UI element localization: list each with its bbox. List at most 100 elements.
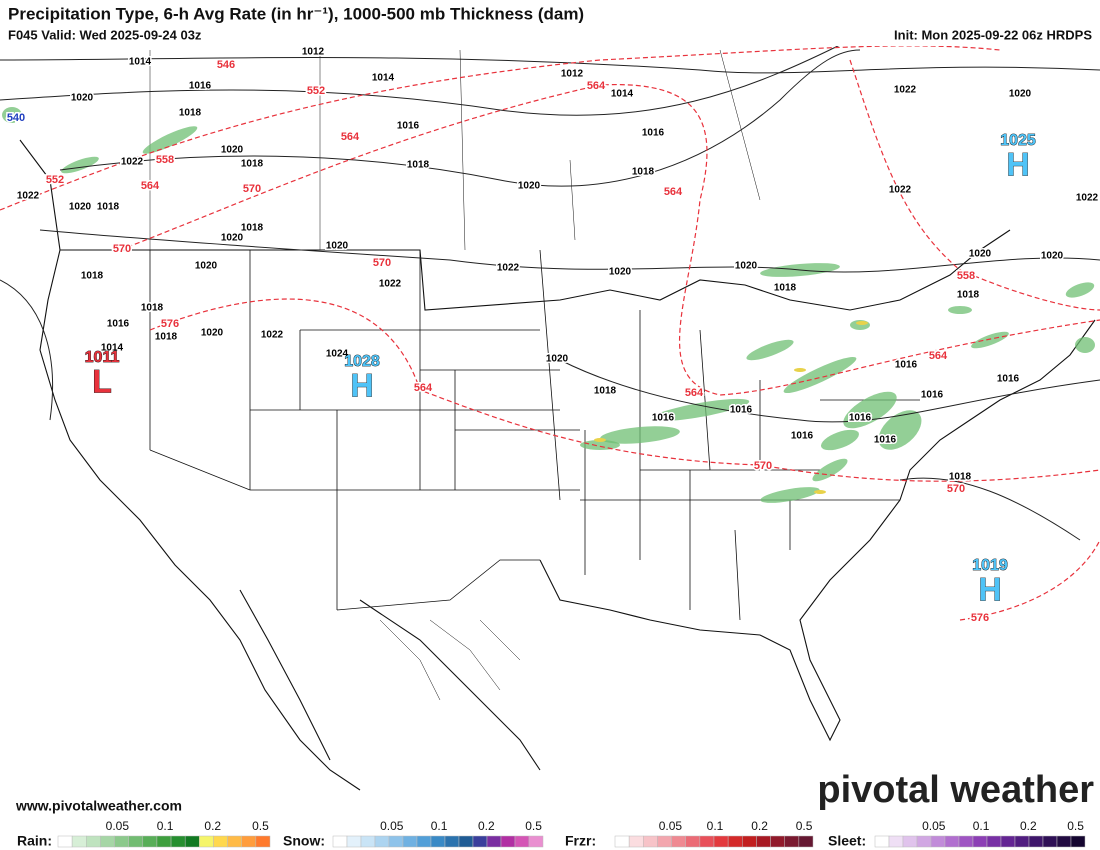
legend-swatch: [1028, 835, 1044, 848]
legend-swatch: [742, 835, 757, 848]
isobar-line: [559, 359, 1100, 423]
legend-tick: 0.05: [922, 819, 946, 833]
legend-label: Sleet:: [828, 833, 866, 849]
thickness-label: 558: [957, 270, 975, 282]
thickness-label: 570: [947, 483, 965, 495]
legend-swatch: [902, 835, 918, 848]
thickness-lines: [0, 45, 1100, 621]
legend-swatch: [346, 835, 362, 848]
isobar-label: 1016: [730, 405, 753, 416]
legend-swatch: [713, 835, 729, 848]
pressure-symbol: L: [92, 363, 112, 399]
precip-area: [783, 356, 857, 394]
legend-swatch: [71, 835, 87, 848]
isobar-label: 1018: [594, 386, 617, 397]
legend-swatch: [657, 835, 672, 848]
legend-swatch: [930, 835, 946, 848]
isobar-label: 1014: [372, 73, 395, 84]
isobar-label: 1022: [121, 157, 144, 168]
isobar-label: 1018: [957, 290, 980, 301]
isobar-label: 1020: [221, 145, 244, 156]
precip-area: [843, 391, 897, 429]
legend-swatch: [756, 835, 771, 848]
legend-swatch: [1014, 835, 1030, 848]
legend-swatch: [671, 835, 686, 848]
isobar-label: 1022: [889, 185, 912, 196]
isobar-label: 1016: [874, 435, 897, 446]
thickness-label: 564: [685, 387, 704, 399]
isobars: [0, 39, 1100, 541]
isobar-label: 1018: [81, 271, 104, 282]
pressure-symbol: H: [350, 367, 373, 403]
isobar-label: 1014: [101, 343, 124, 354]
precip-area: [746, 339, 794, 361]
legend-swatch: [142, 835, 158, 848]
mexico-lines: [379, 619, 521, 701]
isobar-label: 1018: [241, 159, 264, 170]
legend-swatch: [170, 835, 186, 848]
thickness-label: 564: [341, 131, 360, 143]
legend-swatch: [500, 835, 516, 848]
legend-swatch: [770, 835, 785, 848]
legend-tick: 0.2: [751, 819, 768, 833]
isobar-line: [0, 39, 851, 116]
precip-area: [650, 398, 750, 422]
legend-swatch: [972, 835, 988, 848]
legend-swatch: [727, 835, 743, 848]
legend-tick: 0.1: [973, 819, 990, 833]
legend-swatch: [514, 835, 530, 848]
legend-swatch: [184, 835, 200, 848]
thickness-label: 552: [307, 85, 325, 97]
legend-swatch: [86, 835, 101, 848]
isobar-label: 1018: [179, 108, 202, 119]
thickness-label: 552: [46, 174, 64, 186]
precip-area: [600, 426, 680, 444]
isobar-label: 1022: [497, 263, 520, 274]
isobar-label: 1018: [155, 332, 178, 343]
legend-label: Snow:: [283, 833, 325, 849]
legend-swatch: [430, 835, 446, 848]
legend-swatch: [360, 835, 376, 848]
isobar-label: 1012: [561, 69, 584, 80]
legend-swatch: [241, 835, 257, 848]
coastline: [39, 249, 1096, 791]
isobar-label: 1020: [609, 267, 632, 278]
isobar-label: 1020: [735, 261, 758, 272]
legend-swatch: [458, 835, 474, 848]
legend-label: Rain:: [17, 833, 52, 849]
precip-heavy: [594, 438, 606, 442]
legend-swatch: [1000, 835, 1016, 848]
isobar-label: 1018: [632, 167, 655, 178]
precip-area: [821, 429, 859, 451]
isobar-label: 1020: [221, 233, 244, 244]
pressure-symbol: H: [978, 571, 1001, 607]
isobar-label: 1020: [546, 354, 569, 365]
pressure-value: 1011: [85, 349, 120, 366]
precip-area: [1065, 282, 1095, 298]
brand: pivotal weather: [817, 769, 1094, 811]
title: Precipitation Type, 6-h Avg Rate (in hr⁻…: [8, 4, 584, 23]
thickness-label: 576: [971, 612, 989, 624]
pressure-value: 1019: [972, 557, 1008, 574]
legend-swatch: [944, 835, 960, 848]
legend-swatch: [255, 835, 271, 848]
legend-swatch: [332, 835, 348, 848]
precip-area: [948, 306, 972, 314]
isobar-label: 1022: [1076, 193, 1099, 204]
isobar-label: 1016: [397, 121, 420, 132]
isobar-label: 1020: [518, 181, 541, 192]
precip-heavy: [856, 321, 868, 325]
isobar-label: 1018: [774, 283, 797, 294]
legend-swatch: [614, 835, 630, 848]
legend-tick: 0.05: [106, 819, 130, 833]
legend-swatch: [643, 835, 658, 848]
legend-swatch: [156, 835, 172, 848]
isobar-label: 1020: [1009, 89, 1032, 100]
isobar-label: 1014: [129, 57, 152, 68]
precip-area: [812, 458, 848, 482]
isobar-label: 1020: [195, 261, 218, 272]
isobar-label: 1016: [895, 360, 918, 371]
legend-tick: 0.2: [1020, 819, 1037, 833]
